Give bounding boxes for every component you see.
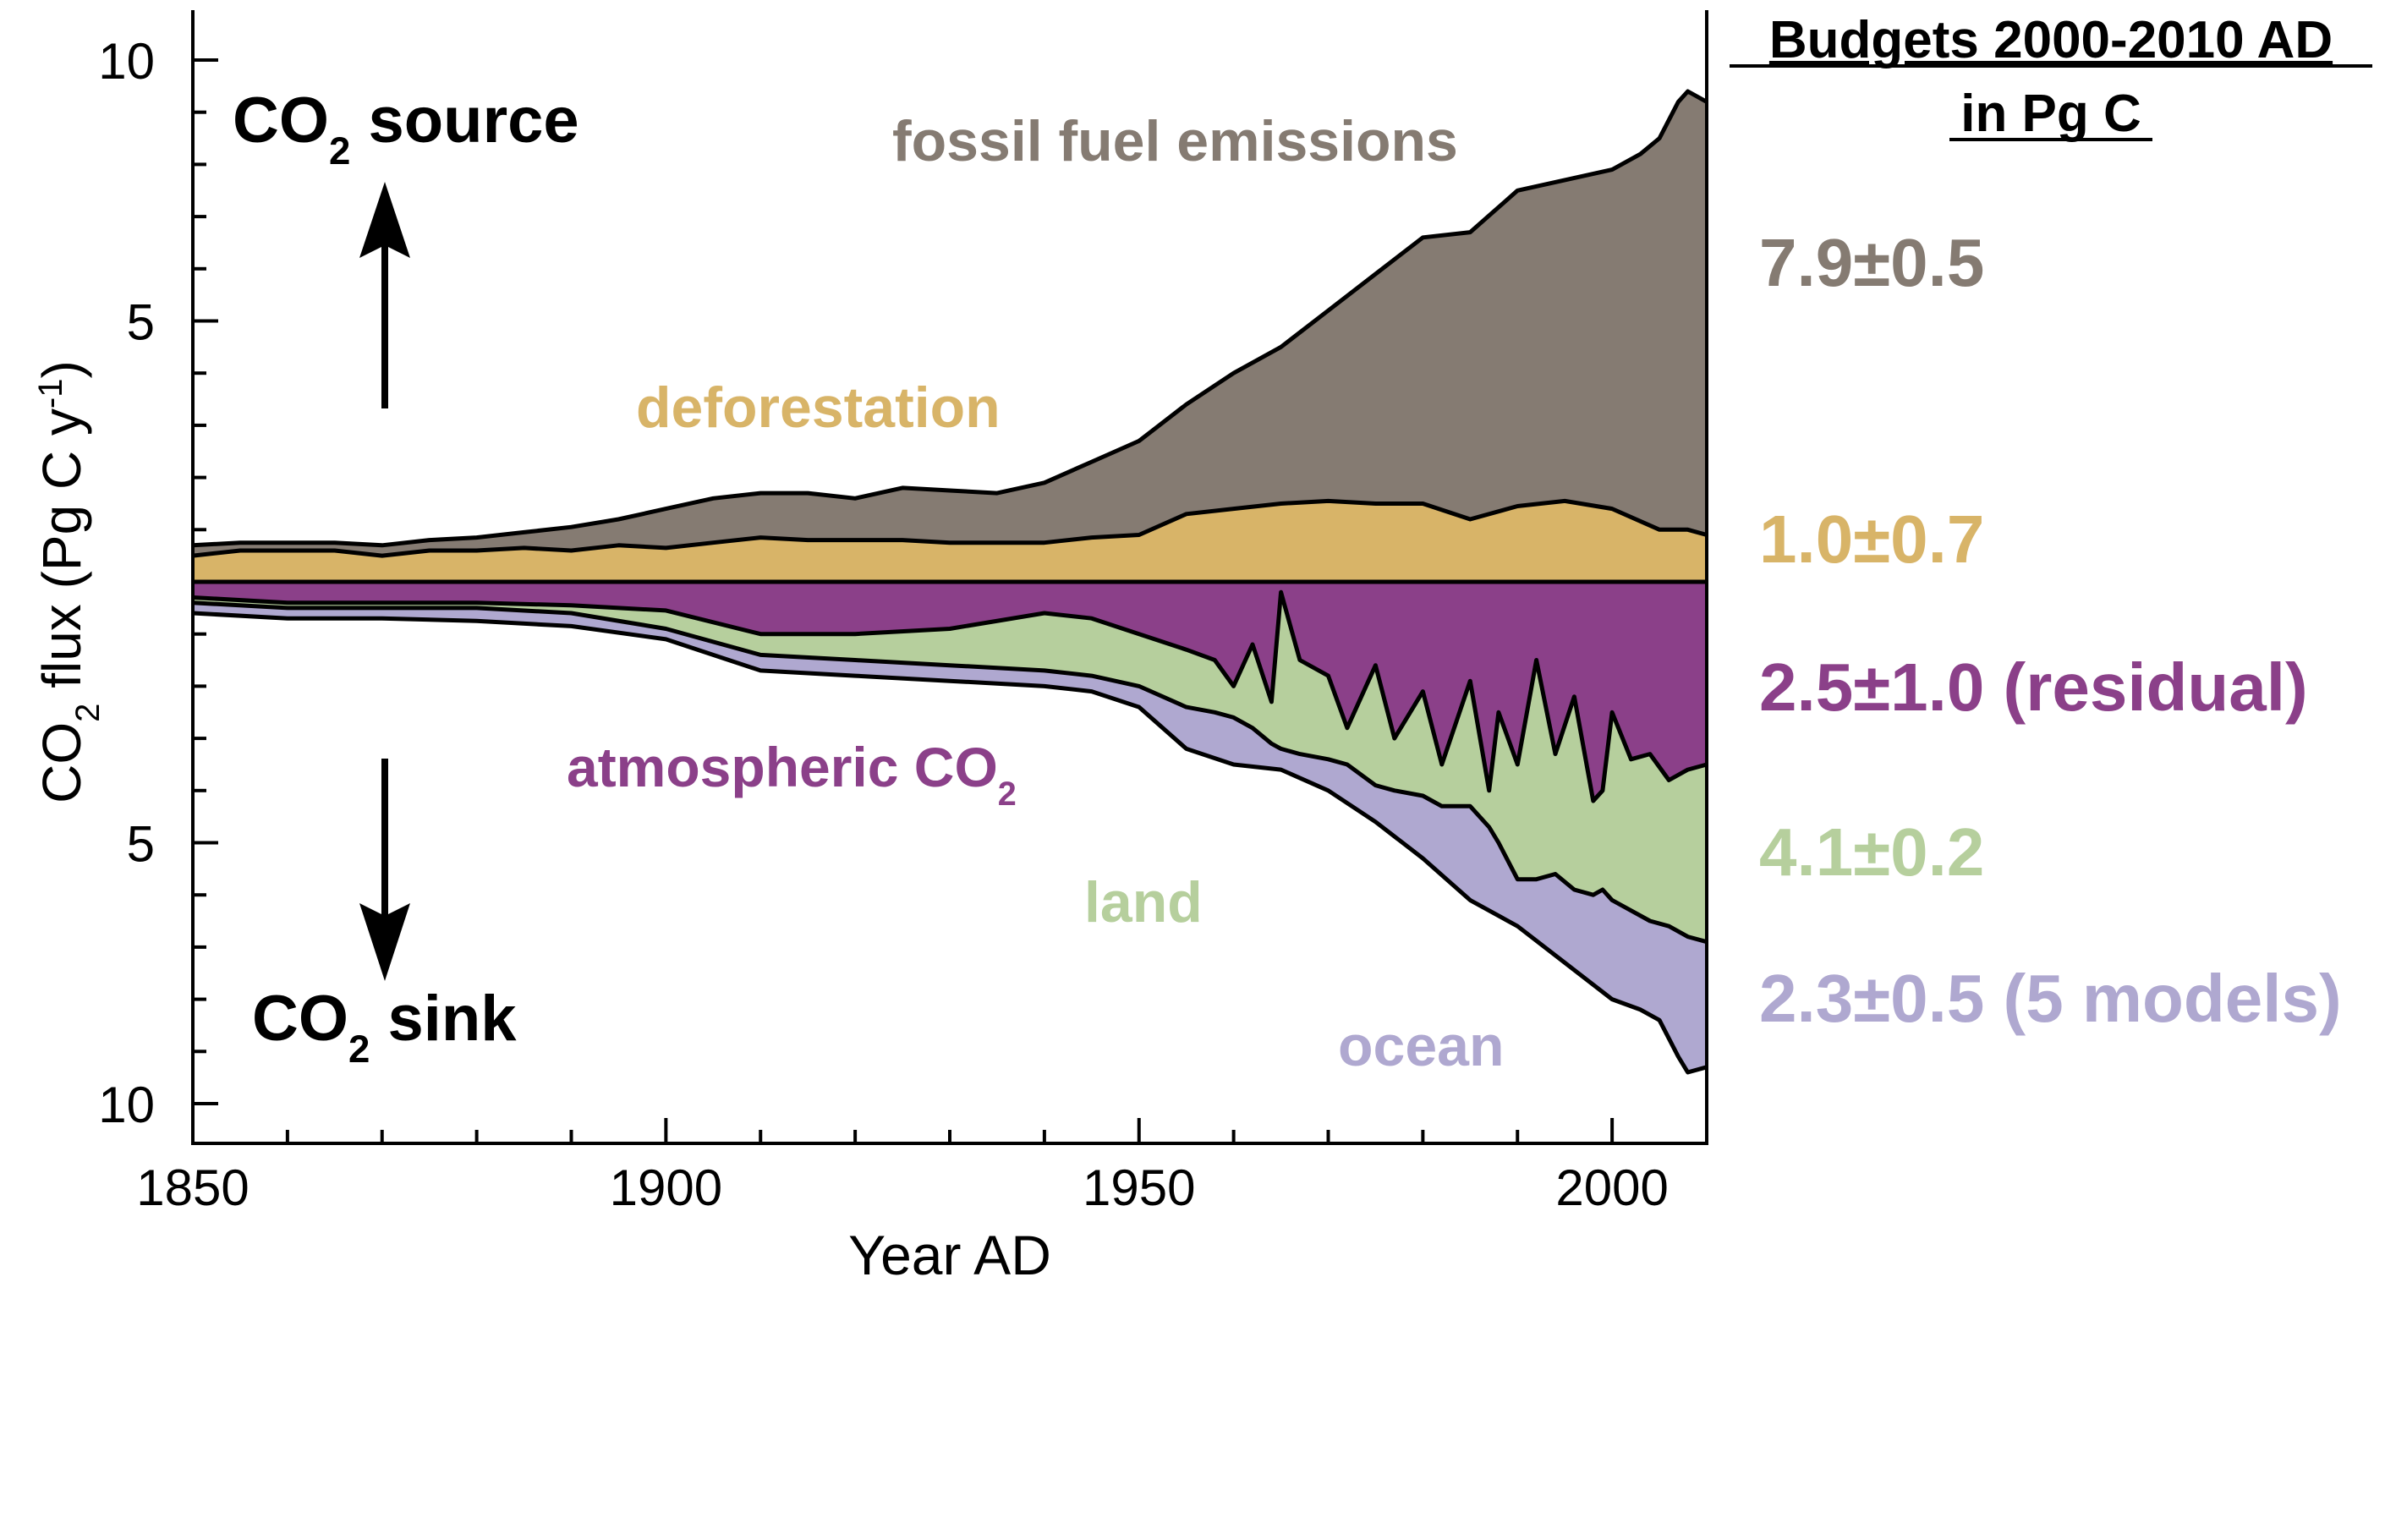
budget-title-line1: Budgets 2000-2010 AD [1769,11,2333,69]
land-line [192,600,1708,945]
y-tick-label-sink-10: 10 [98,1077,155,1133]
co2-sink-label-post: sink [370,983,517,1055]
ocean-line [192,611,1708,1075]
source-arrow-head [359,182,410,258]
budget-value-ocean: 2.3±0.5 (5 models) [1759,961,2342,1036]
land-label: land [1084,870,1203,934]
deforestation-line [192,498,1708,558]
y-tick-label-source-5: 5 [127,294,155,351]
co2-source-label-post: source [350,85,578,156]
co2-source-label: CO2 source [233,85,579,173]
sink-arrow-head [359,903,410,981]
y-axis-title-part-1: 2 [69,704,107,722]
x-tick-label-2000: 2000 [1555,1159,1668,1216]
budget-panel: Budgets 2000-2010 AD in Pg C 7.9±0.5 1.0±0.… [1730,11,2372,1036]
budget-title-line2: in Pg C [1960,85,2141,143]
fossil-fuel-area [193,91,1707,582]
y-tick-label-source-10: 10 [98,33,155,90]
atmospheric-co2-label-pre: atmospheric CO [567,736,998,798]
y-axis-title-part-0: CO [31,722,92,803]
budget-value-fossil: 7.9±0.5 [1759,225,1984,300]
fossil-fuel-line [192,89,1708,548]
atmospheric-co2-label: atmospheric CO2 [567,736,1017,813]
x-tick-label-1900: 1900 [610,1159,722,1216]
fossil-fuel-label: fossil fuel emissions [892,109,1458,173]
co2-source-label-pre: CO [233,85,329,156]
deforestation-area [193,501,1707,582]
co2-source-label-sub: 2 [329,129,350,173]
y-axis-title-part-3: -1 [32,378,69,408]
x-tick-label-1850: 1850 [136,1159,249,1216]
budget-value-land: 4.1±0.2 [1759,814,1984,890]
co2-sink-label-sub: 2 [348,1028,370,1071]
x-tick-label-1950: 1950 [1083,1159,1195,1216]
budget-value-residual: 2.5±1.0 (residual) [1759,649,2308,725]
x-axis-title: Year AD [848,1224,1051,1286]
atmospheric-co2-area [193,582,1707,802]
deforestation-label: deforestation [636,375,1001,440]
ocean-label: ocean [1338,1014,1505,1078]
co2-sink-label-pre: CO [252,983,348,1055]
y-tick-label-sink-5: 5 [127,816,155,873]
atmospheric-co2-label-sub: 2 [998,775,1017,813]
y-axis-title: CO2 flux (Pg C y-1) [31,360,107,803]
co2-sink-label: CO2 sink [252,983,517,1071]
y-axis-title-part-2: flux (Pg C y [31,408,92,704]
area-layers [192,89,1708,1075]
budget-value-deforestation: 1.0±0.7 [1759,501,1984,577]
y-axis-title-part-4: ) [31,360,92,378]
atmospheric-co2-line [192,589,1708,803]
